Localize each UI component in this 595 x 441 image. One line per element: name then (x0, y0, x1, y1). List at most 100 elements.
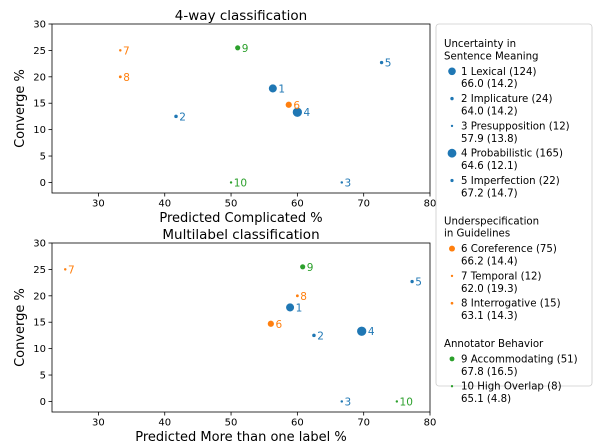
plot-frame (51, 242, 431, 413)
data-point-9 (235, 45, 241, 51)
data-point-8 (295, 294, 299, 298)
legend-entry-text: 57.9 (13.8) (461, 134, 518, 145)
x-tick-label: 50 (225, 199, 238, 210)
data-label-4: 4 (368, 326, 375, 338)
x-tick-label: 70 (357, 199, 370, 210)
data-point-6 (267, 320, 274, 327)
data-point-2 (312, 333, 316, 338)
data-label-1: 1 (278, 83, 285, 95)
data-label-7: 7 (68, 264, 75, 276)
data-label-10: 10 (400, 396, 413, 408)
data-point-1 (286, 303, 295, 312)
x-tick-label: 60 (291, 418, 304, 429)
x-tick-label: 30 (92, 418, 105, 429)
x-tick-label: 40 (158, 199, 171, 210)
y-tick-label: 30 (33, 239, 46, 250)
x-tick-label: 80 (424, 199, 437, 210)
legend-frame (435, 23, 593, 387)
data-label-1: 1 (296, 302, 303, 314)
data-label-7: 7 (123, 45, 130, 57)
data-point-5 (410, 279, 414, 284)
data-label-9: 9 (242, 43, 249, 55)
x-tick-label: 50 (225, 418, 238, 429)
data-label-5: 5 (385, 58, 392, 70)
legend-entry-text: 5 Imperfection (22) (461, 176, 560, 187)
legend-entry-text: 66.0 (14.2) (461, 79, 518, 90)
y-tick-label: 30 (33, 20, 46, 31)
data-label-6: 6 (275, 319, 282, 331)
legend-group-title: Uncertainty in (444, 39, 516, 50)
data-point-3 (340, 400, 344, 403)
x-axis-title: Predicted More than one label % (135, 430, 346, 441)
legend-marker (450, 274, 454, 278)
legend-marker (447, 148, 457, 158)
data-point-4 (357, 326, 367, 336)
legend-entry-text: 64.0 (14.2) (461, 107, 518, 118)
y-tick-label: 5 (40, 371, 46, 382)
x-tick-label: 80 (424, 418, 437, 429)
chart-title: 4-way classification (175, 8, 307, 24)
x-axis-title: Predicted Complicated % (159, 211, 322, 226)
legend-entry-text: 9 Accommodating (51) (461, 354, 578, 365)
data-point-2 (174, 114, 178, 119)
legend-group-2: Underspecification in Guidelines 6 Corefer… (444, 216, 561, 322)
legend-marker (450, 385, 454, 388)
data-label-9: 9 (307, 262, 314, 274)
y-tick-label: 10 (33, 344, 46, 355)
legend-entry-text: 10 High Overlap (8) (461, 382, 562, 393)
legend-group-title: Sentence Meaning (444, 51, 539, 62)
legend-entry-text: 67.2 (14.7) (461, 188, 518, 199)
data-label-8: 8 (123, 72, 130, 84)
legend-group-title: Annotator Behavior (444, 339, 544, 350)
legend-entry-text: 64.6 (12.1) (461, 161, 518, 172)
legend-entry-text: 8 Interrogative (15) (461, 299, 561, 310)
legend-entry-text: 2 Implicature (24) (461, 94, 552, 105)
y-tick-label: 0 (40, 397, 46, 408)
data-label-6: 6 (293, 100, 300, 112)
legend-entry-text: 7 Temporal (12) (461, 271, 542, 282)
x-tick-label: 70 (357, 418, 370, 429)
legend-group-title: in Guidelines (444, 229, 510, 240)
legend-entry-text: 4 Probabilistic (165) (461, 149, 563, 160)
data-point-10 (395, 400, 399, 403)
legend-entry-text: 67.8 (16.5) (461, 367, 518, 378)
data-point-10 (229, 181, 233, 184)
data-label-2: 2 (317, 330, 324, 342)
y-axis-title: Converge % (13, 288, 28, 367)
y-tick-label: 5 (40, 152, 46, 163)
data-label-3: 3 (345, 177, 352, 189)
y-tick-label: 20 (33, 72, 46, 83)
legend-entry-text: 65.1 (4.8) (461, 394, 511, 405)
legend-entry-text: 66.2 (14.4) (461, 257, 518, 268)
data-label-4: 4 (303, 107, 310, 119)
y-tick-label: 10 (33, 125, 46, 136)
legend-marker (450, 124, 454, 128)
y-tick-label: 0 (40, 178, 46, 189)
data-point-3 (340, 181, 344, 184)
y-tick-label: 15 (33, 99, 46, 110)
data-point-5 (379, 60, 384, 65)
y-tick-label: 20 (33, 291, 46, 302)
y-tick-label: 15 (33, 318, 46, 329)
data-point-7 (119, 49, 122, 52)
data-point-6 (285, 101, 292, 108)
legend-marker (450, 301, 454, 305)
data-point-7 (64, 268, 67, 271)
y-tick-label: 25 (33, 265, 46, 276)
data-label-8: 8 (300, 291, 307, 303)
legend-marker (450, 96, 454, 101)
legend-group-title: Underspecification (444, 216, 539, 227)
legend-entry-text: 3 Presupposition (12) (461, 121, 570, 132)
legend-marker (450, 178, 454, 183)
data-point-4 (292, 107, 302, 117)
x-tick-label: 60 (291, 199, 304, 210)
data-point-8 (118, 75, 122, 79)
data-label-3: 3 (345, 396, 352, 408)
x-tick-label: 40 (158, 418, 171, 429)
legend-group-3: Annotator Behavior 9 Accommodating (51) 67… (444, 339, 578, 405)
